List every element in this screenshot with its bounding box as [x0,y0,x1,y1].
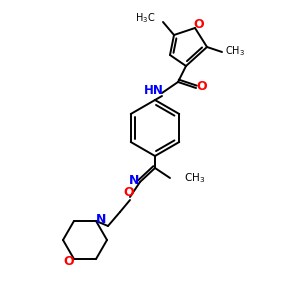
Text: CH$_3$: CH$_3$ [225,44,245,58]
Text: O: O [124,185,134,199]
Text: HN: HN [144,85,164,98]
Text: CH$_3$: CH$_3$ [184,171,205,185]
Text: N: N [129,175,139,188]
Text: N: N [96,213,106,226]
Text: H$_3$C: H$_3$C [135,11,155,25]
Text: O: O [194,17,204,31]
Text: O: O [197,80,207,94]
Text: O: O [64,255,74,268]
